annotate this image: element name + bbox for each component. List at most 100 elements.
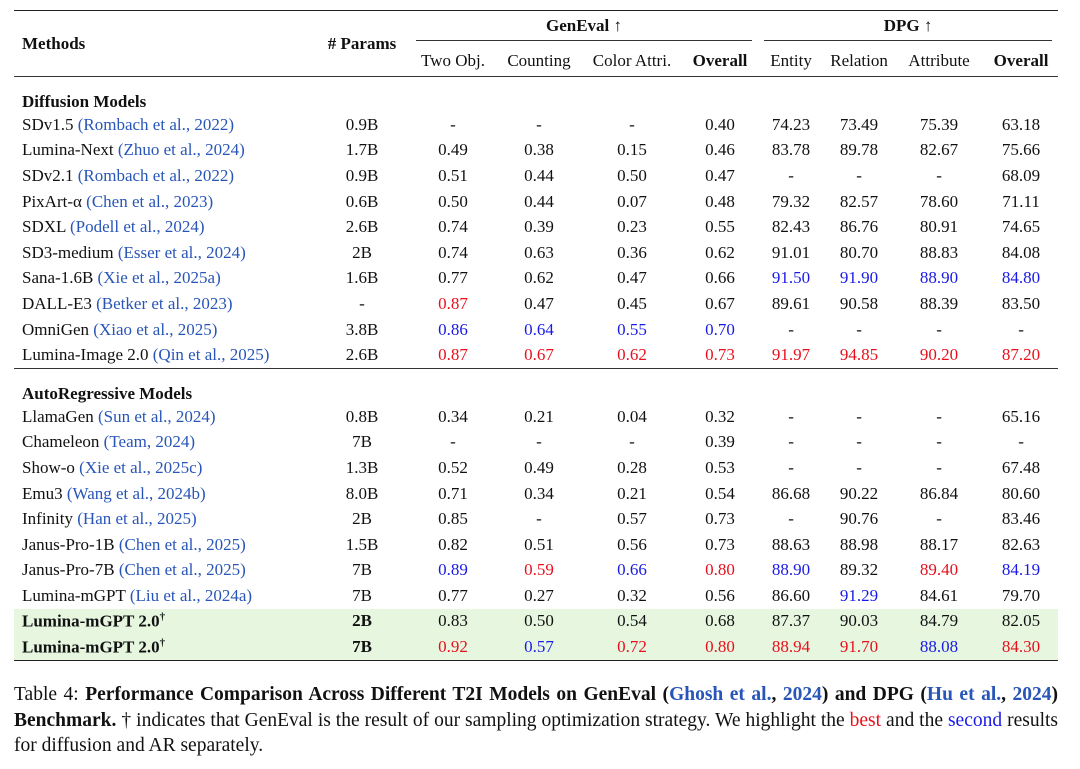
value-text: 79.70 bbox=[1001, 585, 1041, 605]
value-cell: 86.84 bbox=[894, 481, 984, 507]
method-cell: Emu3 (Wang et al., 2024b) bbox=[14, 481, 314, 507]
value-text: 0.59 bbox=[524, 560, 554, 580]
citation[interactable]: (Wang et al., 2024b) bbox=[66, 483, 206, 503]
value-text: 91.29 bbox=[839, 585, 879, 605]
value-cell: 84.08 bbox=[984, 240, 1058, 266]
method-cell: LlamaGen (Sun et al., 2024) bbox=[14, 404, 314, 430]
column-header: Two Obj. bbox=[410, 46, 496, 77]
value-cell: 0.92 bbox=[410, 634, 496, 660]
value-cell: 0.47 bbox=[582, 266, 682, 292]
value-cell: 82.43 bbox=[758, 214, 824, 240]
value-text: - bbox=[856, 406, 862, 426]
value-text: 80.60 bbox=[1001, 483, 1041, 503]
value-text: 0.53 bbox=[705, 457, 735, 477]
value-cell: - bbox=[894, 404, 984, 430]
data-row: Lumina-Image 2.0 (Qin et al., 2025) 2.6B 0… bbox=[14, 342, 1058, 368]
value-cell: 0.48 bbox=[682, 189, 758, 215]
value-text: 79.32 bbox=[771, 191, 811, 211]
value-cell: 0.77 bbox=[410, 583, 496, 609]
value-text: 84.61 bbox=[919, 585, 959, 605]
value-cell: 0.36 bbox=[582, 240, 682, 266]
value-text: 0.34 bbox=[438, 406, 468, 426]
value-cell: 86.68 bbox=[758, 481, 824, 507]
value-cell: - bbox=[894, 163, 984, 189]
params-cell: 0.8B bbox=[314, 404, 410, 430]
value-text: 0.92 bbox=[438, 637, 468, 657]
citation[interactable]: (Xiao et al., 2025) bbox=[93, 319, 218, 339]
params-text: 7B bbox=[352, 637, 372, 657]
value-text: - bbox=[788, 457, 794, 477]
method-cell: SDXL (Podell et al., 2024) bbox=[14, 214, 314, 240]
value-cell: 0.82 bbox=[410, 532, 496, 558]
value-text: 0.86 bbox=[438, 319, 468, 339]
value-text: 88.39 bbox=[919, 293, 959, 313]
header-cell: Methods bbox=[14, 11, 314, 77]
value-cell: 73.49 bbox=[824, 112, 894, 138]
value-cell: 83.78 bbox=[758, 138, 824, 164]
citation[interactable]: (Team, 2024) bbox=[103, 432, 196, 452]
value-cell: 79.70 bbox=[984, 583, 1058, 609]
params-cell: 0.6B bbox=[314, 189, 410, 215]
value-cell: 0.46 bbox=[682, 138, 758, 164]
value-cell: 0.77 bbox=[410, 266, 496, 292]
citation[interactable]: (Betker et al., 2023) bbox=[96, 293, 233, 313]
citation[interactable]: (Rombach et al., 2022) bbox=[77, 114, 234, 134]
caption-text: † indicates that GenEval is the result o… bbox=[116, 709, 850, 731]
citation[interactable]: (Qin et al., 2025) bbox=[152, 345, 270, 365]
method-cell: Lumina-mGPT 2.0† bbox=[14, 634, 314, 660]
value-text: 91.97 bbox=[771, 345, 811, 365]
citation[interactable]: (Podell et al., 2024) bbox=[70, 217, 205, 237]
citation[interactable]: (Sun et al., 2024) bbox=[98, 406, 216, 426]
value-cell: - bbox=[758, 455, 824, 481]
citation[interactable]: (Liu et al., 2024a) bbox=[129, 585, 253, 605]
value-text: 78.60 bbox=[919, 191, 959, 211]
citation[interactable]: (Chen et al., 2023) bbox=[86, 191, 214, 211]
value-text: 0.50 bbox=[524, 611, 554, 631]
value-text: 0.87 bbox=[438, 293, 468, 313]
method-name: Lumina-Image 2.0 bbox=[22, 345, 149, 365]
value-cell: 0.86 bbox=[410, 317, 496, 343]
section-text: Diffusion Models bbox=[22, 92, 147, 111]
value-cell: 88.08 bbox=[894, 634, 984, 660]
params-text: 1.3B bbox=[345, 457, 379, 477]
value-cell: 0.83 bbox=[410, 609, 496, 635]
value-cell: - bbox=[758, 404, 824, 430]
citation[interactable]: (Xie et al., 2025a) bbox=[97, 268, 221, 288]
value-text: 90.76 bbox=[839, 509, 879, 529]
data-row: DALL-E3 (Betker et al., 2023) - 0.87 0.47 0.… bbox=[14, 291, 1058, 317]
method-cell: Sana-1.6B (Xie et al., 2025a) bbox=[14, 266, 314, 292]
value-cell: 0.55 bbox=[682, 214, 758, 240]
citation[interactable]: (Chen et al., 2025) bbox=[118, 560, 246, 580]
column-text: Overall bbox=[692, 51, 748, 70]
value-text: 71.11 bbox=[1002, 191, 1040, 211]
params-cell: 7B bbox=[314, 634, 410, 660]
column-header: Overall bbox=[984, 46, 1058, 77]
group-title: GenEval ↑ bbox=[416, 16, 753, 41]
params-cell: 2B bbox=[314, 506, 410, 532]
value-text: 0.36 bbox=[617, 242, 647, 262]
value-text: - bbox=[856, 319, 862, 339]
citation[interactable]: (Esser et al., 2024) bbox=[117, 242, 246, 262]
value-cell: 0.15 bbox=[582, 138, 682, 164]
method-name: Emu3 bbox=[22, 483, 63, 503]
citation[interactable]: (Han et al., 2025) bbox=[77, 509, 197, 529]
value-text: 65.16 bbox=[1001, 406, 1041, 426]
citation[interactable]: (Xie et al., 2025c) bbox=[79, 457, 203, 477]
citation[interactable]: (Rombach et al., 2022) bbox=[77, 165, 234, 185]
value-cell: 68.09 bbox=[984, 163, 1058, 189]
value-cell: - bbox=[410, 430, 496, 456]
params-text: 0.6B bbox=[345, 191, 379, 211]
value-text: 0.07 bbox=[617, 191, 647, 211]
citation[interactable]: (Zhuo et al., 2024) bbox=[117, 140, 245, 160]
params-text: 1.6B bbox=[345, 268, 379, 288]
citation[interactable]: (Chen et al., 2025) bbox=[118, 534, 246, 554]
section-title: AutoRegressive Models bbox=[14, 368, 1058, 404]
value-cell: 0.89 bbox=[410, 558, 496, 584]
value-text: 0.70 bbox=[705, 319, 735, 339]
params-text: 1.5B bbox=[345, 534, 379, 554]
data-row: SD3-medium (Esser et al., 2024) 2B 0.74 0.6… bbox=[14, 240, 1058, 266]
footnote-mark: † bbox=[159, 611, 166, 624]
params-cell: 1.7B bbox=[314, 138, 410, 164]
value-cell: 0.73 bbox=[682, 342, 758, 368]
value-cell: 0.27 bbox=[496, 583, 582, 609]
